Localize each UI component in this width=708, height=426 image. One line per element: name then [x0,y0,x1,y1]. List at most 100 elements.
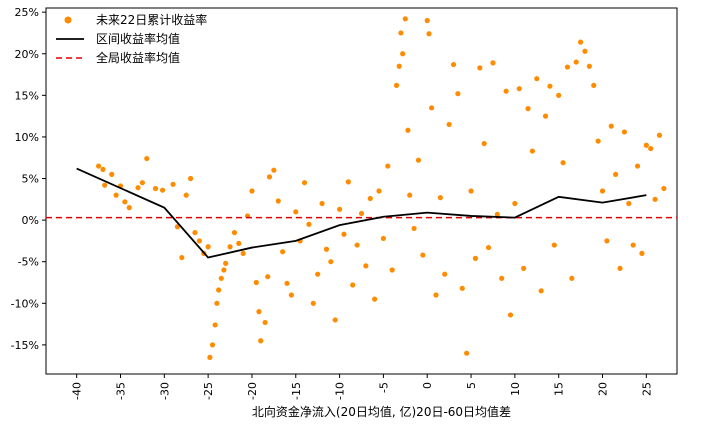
scatter-point [569,275,575,281]
scatter-point [122,199,128,205]
scatter-point [604,238,610,244]
scatter-point [236,240,242,247]
scatter-point [639,250,645,256]
scatter-point [258,338,264,344]
scatter-point [221,267,227,273]
scatter-point [159,187,166,193]
x-tick-label: 0 [421,382,434,389]
scatter-point [442,271,448,277]
scatter-point [367,195,373,202]
scatter-point [534,76,540,82]
scatter-point [608,123,614,129]
scatter-point [560,160,566,166]
scatter-point [358,210,365,217]
scatter-point [336,206,343,212]
scatter-point [135,185,141,191]
scatter-point [656,132,663,138]
scatter-point [393,82,400,88]
scatter-point [538,288,544,294]
scatter-point [643,142,649,148]
scatter-point [490,60,496,66]
scatter-point [433,292,439,298]
scatter-point [249,188,255,194]
scatter-point [372,296,378,302]
scatter-point [494,211,500,217]
scatter-point [288,292,294,298]
scatter-point [315,271,321,277]
scatter-point [455,91,461,97]
scatter-point [424,17,430,24]
scatter-point [621,129,628,135]
scatter-point [652,196,658,202]
x-axis: -40 -35 -30 -25 -20 -15 -10 -5 0 5 10 15 20 25 [71,374,653,400]
scatter-point [407,192,413,198]
y-tick-label: 5% [22,173,39,186]
scatter-point [109,171,115,177]
x-tick-label: 15 [553,382,566,396]
scatter-point [380,235,387,242]
scatter-point [332,317,338,323]
scatter-point [139,180,146,186]
interval-mean-polyline [76,167,647,259]
scatter-point [227,244,233,250]
scatter-point [266,174,273,180]
x-tick-label: -10 [334,382,347,400]
scatter-point [100,166,106,172]
scatter-point [564,64,571,70]
y-tick-label: -10% [11,297,39,310]
scatter-point [525,106,531,112]
scatter-point [389,267,395,273]
scatter-point [216,287,222,293]
scatter-point [262,319,268,326]
scatter-point [192,229,198,236]
scatter-point [170,181,176,187]
scatter-point [402,16,408,22]
scatter-point [586,63,592,69]
scatter-point [446,121,452,128]
scatter-point [459,285,465,291]
scatter-point [485,244,492,251]
x-axis-label: 北向资金净流入(20日均值, 亿)20日-60日均值差 [252,404,511,419]
scatter-point [275,198,281,204]
scatter-point [551,242,557,248]
scatter-point [385,163,391,169]
scatter-point [113,192,119,198]
scatter-point [218,275,224,281]
scatter-point [630,242,636,248]
legend-label: 未来22日累计收益率 [96,12,207,27]
scatter-point [547,83,553,89]
legend-scatter-marker [64,16,72,24]
x-tick-label: -35 [114,382,127,400]
x-tick-label: -5 [377,382,390,393]
scatter-point [613,171,619,177]
y-tick-label: -15% [11,339,39,352]
scatter-point [521,265,527,271]
interval-mean-line [76,167,647,259]
scatter-point [205,244,211,250]
x-tick-label: -40 [71,382,84,400]
y-tick-label: 20% [15,48,39,61]
scatter-point [577,39,584,45]
y-tick-label: 15% [15,89,39,102]
x-tick-label: 20 [597,382,610,396]
scatter-point [179,254,185,261]
scatter-point [144,155,150,162]
y-tick-label: 25% [15,6,39,19]
scatter-point [396,63,402,69]
scatter-point [415,157,422,163]
x-tick-label: -20 [246,382,259,400]
plot-area [45,7,678,375]
scatter-point [420,252,426,258]
scatter-point [284,280,290,286]
scatter-point [376,188,382,194]
scatter-point [599,188,606,194]
scatter-point [256,309,262,315]
scatter-point [626,200,632,207]
scatter-point [345,179,351,185]
scatter-point [542,113,549,119]
legend-label: 区间收益率均值 [96,31,180,46]
scatter-point [429,105,435,111]
scatter-point [102,182,108,188]
x-tick-label: -25 [202,382,215,400]
